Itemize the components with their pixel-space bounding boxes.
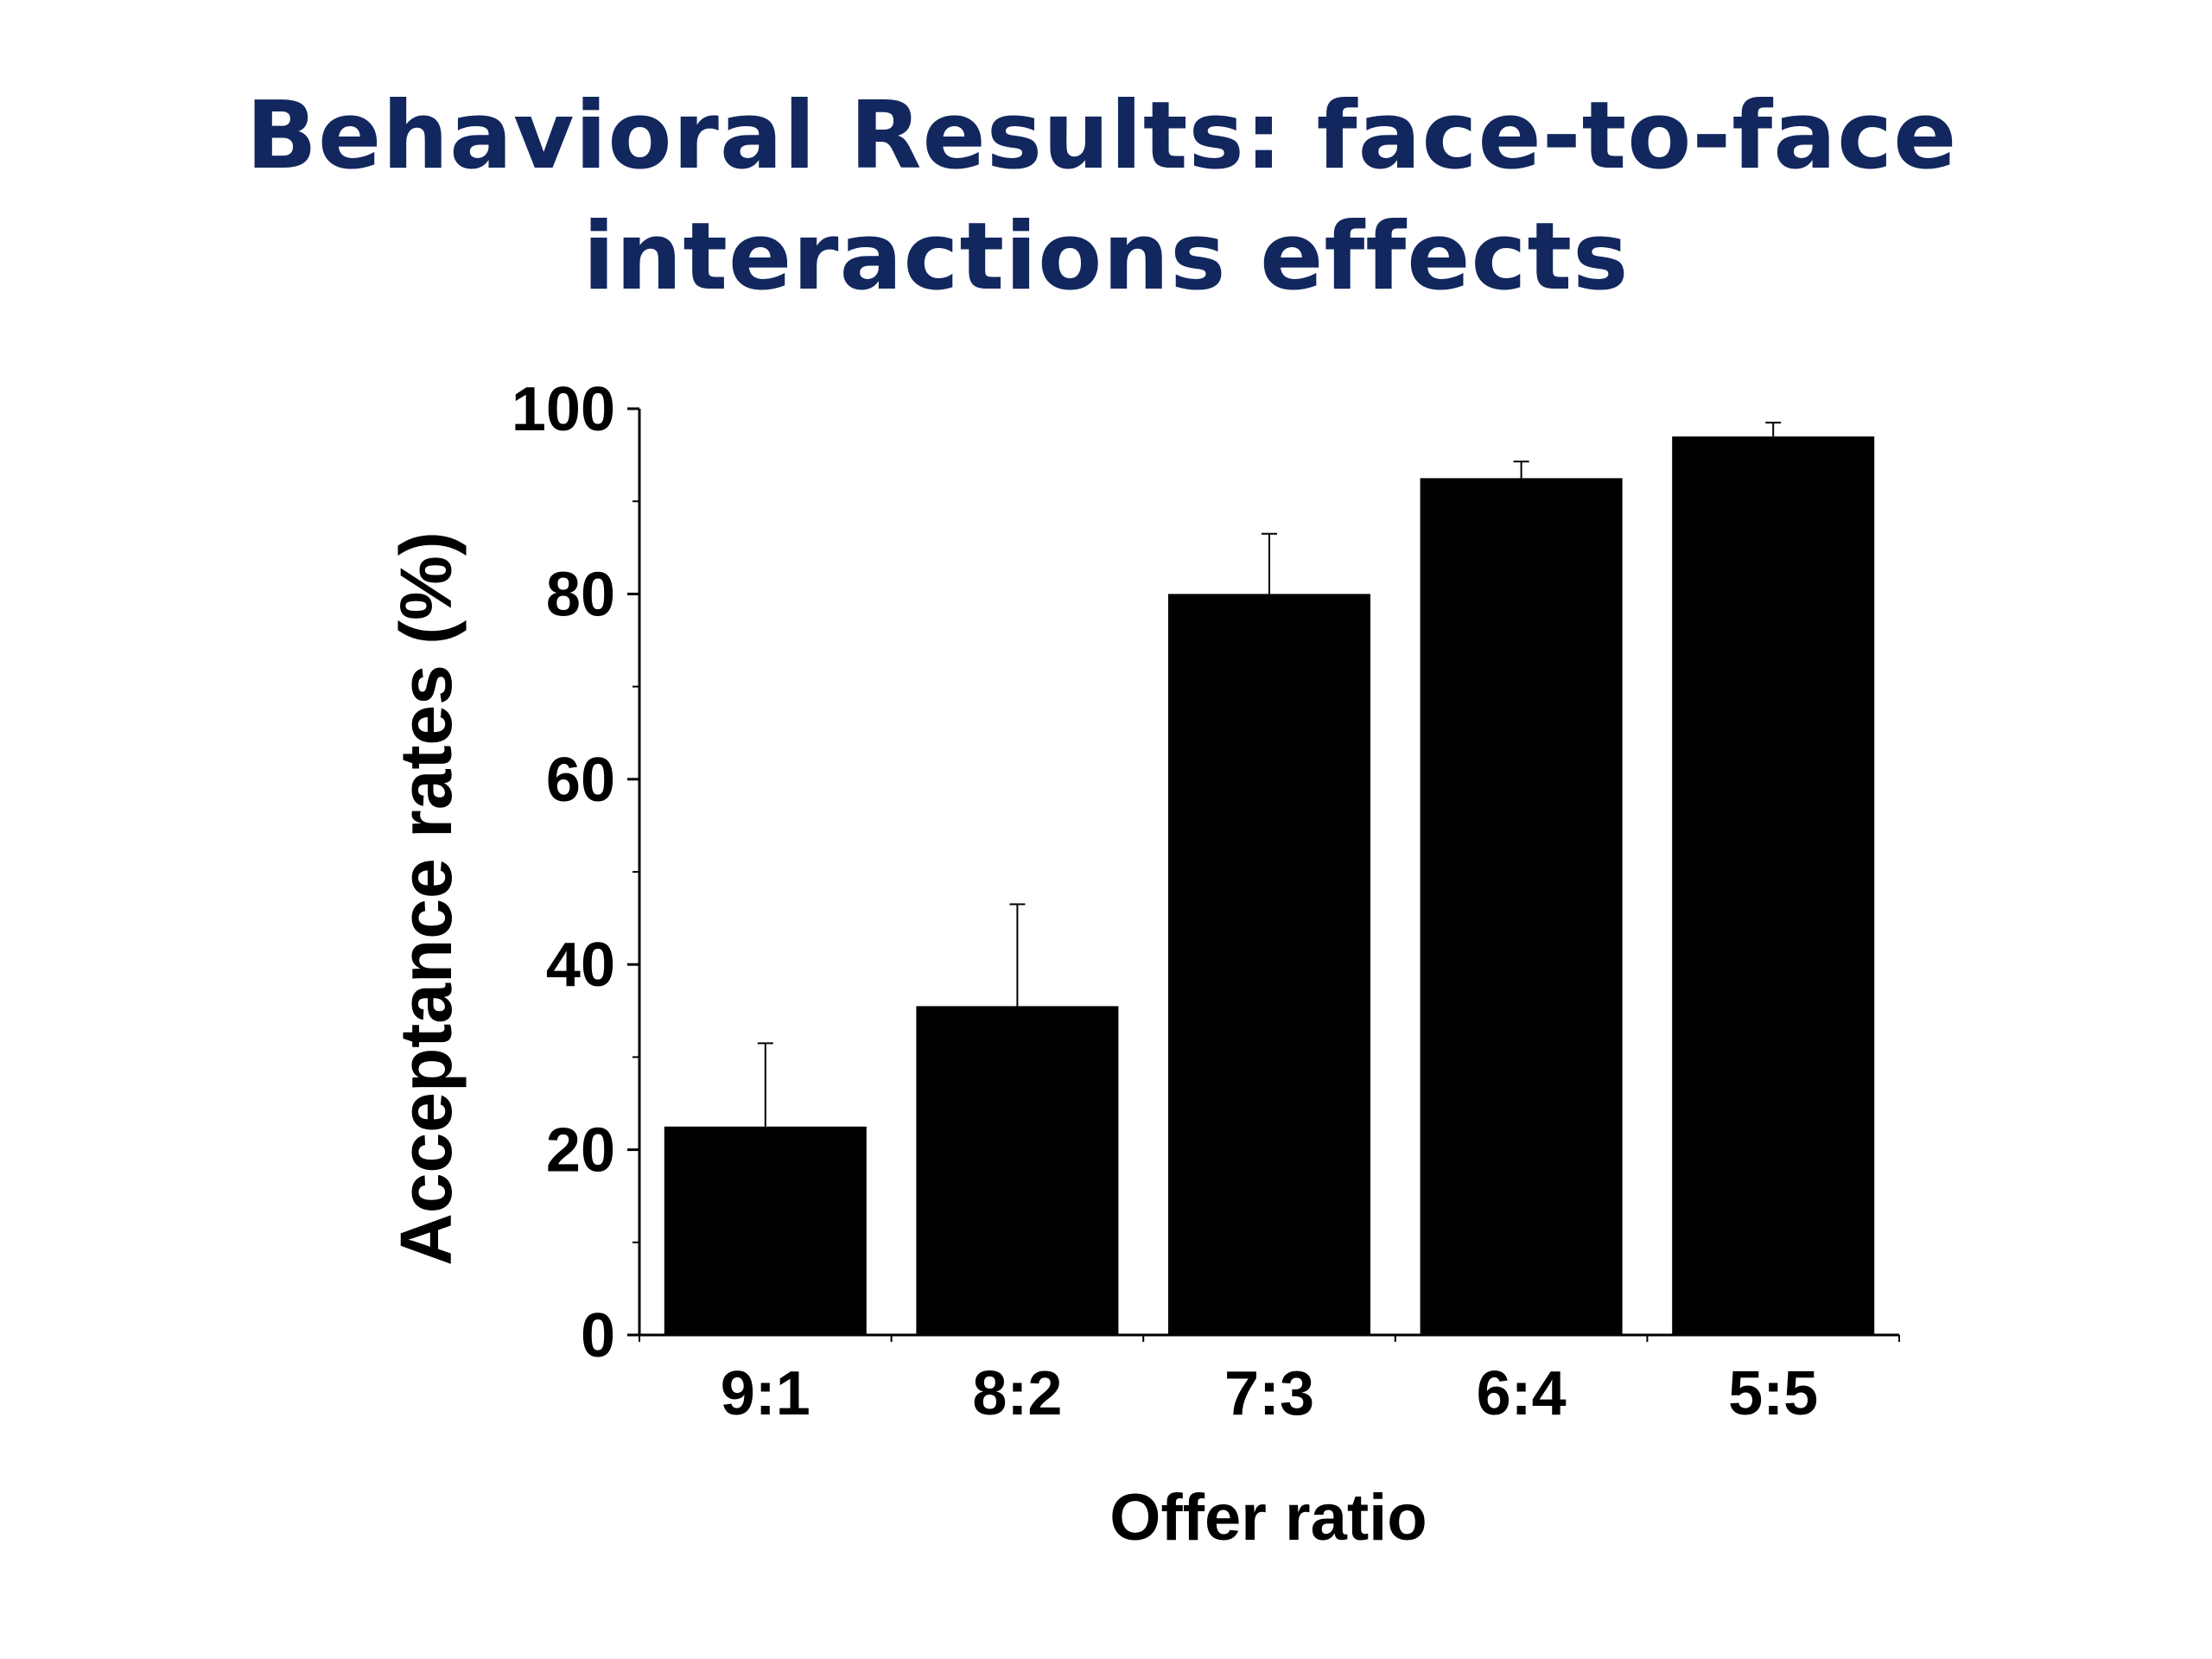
x-axis-title: Offer ratio <box>1109 1481 1427 1554</box>
y-tick-label: 0 <box>581 1301 615 1370</box>
y-axis-title: Acceptance rates (%) <box>385 531 467 1266</box>
bar-6-4 <box>1420 478 1623 1335</box>
bar-7-3 <box>1168 594 1370 1335</box>
y-tick-label: 100 <box>512 375 615 444</box>
x-tick-label: 5:5 <box>1728 1359 1818 1428</box>
x-tick-label: 9:1 <box>721 1359 810 1428</box>
x-tick-label: 6:4 <box>1477 1359 1567 1428</box>
bar-9-1 <box>664 1126 867 1335</box>
bar-8-2 <box>916 1006 1119 1335</box>
y-tick-label: 60 <box>546 746 615 815</box>
slide-title-line1: Behavioral Results: face-to-face <box>245 82 1958 190</box>
slide-title-line2: interactions effects <box>582 203 1630 311</box>
error-bars-layer <box>757 422 1782 1127</box>
bar-5-5 <box>1672 436 1875 1335</box>
y-tick-label: 80 <box>546 560 615 629</box>
y-tick-label: 20 <box>546 1116 615 1185</box>
slide-title: Behavioral Results: face-to-face interac… <box>0 76 2212 318</box>
x-tick-label: 7:3 <box>1224 1359 1314 1428</box>
x-tick-label: 8:2 <box>972 1359 1062 1428</box>
axes-layer: 0 20 40 60 80 100 9:1 8:2 7:3 6:4 5:5 <box>512 375 1900 1428</box>
bars-layer <box>664 436 1875 1335</box>
y-tick-label: 40 <box>546 931 615 1000</box>
